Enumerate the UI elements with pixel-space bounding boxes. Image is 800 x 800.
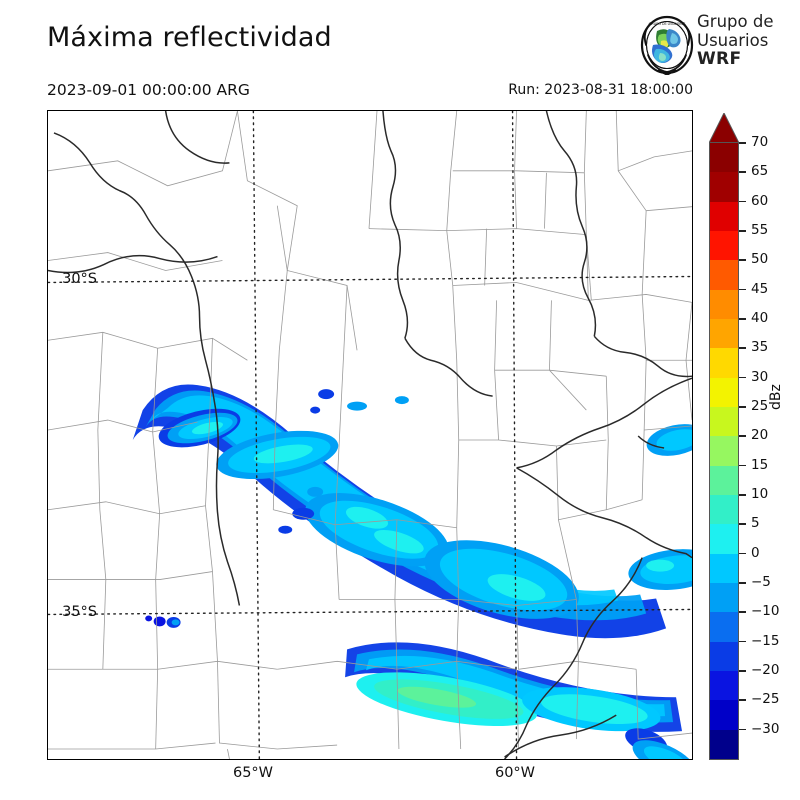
colorbar-segment (710, 260, 738, 290)
lat-tick-30S: 30°S (62, 271, 97, 287)
colorbar-tick-mark (739, 406, 746, 408)
colorbar-segment (710, 143, 738, 173)
colorbar-tick-mark (739, 699, 746, 701)
colorbar-tick-mark (739, 318, 746, 320)
colorbar-tick-label: 30 (751, 368, 769, 385)
colorbar-segment (710, 641, 738, 671)
run-time-label: Run: 2023-08-31 18:00:00 (508, 82, 693, 98)
colorbar-tick-mark (739, 523, 746, 525)
colorbar-segment (710, 406, 738, 437)
colorbar-tick-mark (739, 435, 746, 437)
colorbar-segment (710, 670, 738, 701)
colorbar-tick-label: 65 (751, 163, 769, 180)
colorbar-tick-mark (739, 347, 746, 349)
colorbar-tick-mark (739, 230, 746, 232)
graticule-lon-60W (511, 111, 518, 759)
colorbar-tick-mark (739, 376, 746, 379)
logo-line-1: Grupo de (697, 12, 774, 31)
colorbar[interactable] (708, 111, 740, 761)
colorbar-segment (710, 612, 738, 642)
svg-text:GRUPO DE USUARIOS: GRUPO DE USUARIOS (649, 22, 686, 26)
colorbar-segment (710, 582, 738, 613)
map-frame[interactable] (47, 110, 693, 760)
globe-emblem-icon: GRUPO DE USUARIOS (639, 15, 695, 76)
country-borders (48, 111, 692, 759)
colorbar-tick-label: 70 (751, 134, 769, 150)
colorbar-segment (710, 377, 738, 407)
colorbar-tick-label: −15 (751, 632, 780, 649)
logo-line-2: Usuarios (697, 31, 769, 50)
colorbar-segment (710, 289, 738, 319)
logo-text-block: Grupo de Usuarios WRF (697, 12, 773, 69)
colorbar-tick-label: 45 (751, 280, 769, 297)
colorbar-segment (710, 318, 738, 349)
colorbar-tick-mark (739, 494, 746, 496)
colorbar-tick-mark (739, 728, 746, 731)
colorbar-segment (710, 729, 738, 759)
colorbar-segment (710, 494, 738, 525)
colorbar-segment (710, 348, 738, 378)
colorbar-tick-mark (739, 288, 746, 291)
colorbar-tick-label: 15 (751, 456, 769, 473)
logo-line-3: WRF (697, 49, 742, 69)
colorbar-tick-mark (739, 171, 746, 173)
graticule-lat-30S (48, 275, 692, 284)
colorbar-axis-label: dBz (768, 384, 784, 410)
colorbar-segment (710, 553, 738, 583)
colorbar-segment (710, 201, 738, 231)
colorbar-tick-mark (739, 640, 746, 643)
colorbar-segment (710, 524, 738, 554)
colorbar-tick-label: 10 (751, 486, 769, 502)
colorbar-tick-mark (739, 582, 746, 584)
lon-tick-60W: 60°W (494, 765, 536, 781)
colorbar-tick-mark (739, 259, 746, 261)
graticule (48, 111, 692, 759)
colorbar-tick-label: 40 (751, 310, 769, 326)
colorbar-tick-mark (739, 200, 746, 203)
graticule-lon-65W (252, 111, 261, 759)
province-boundaries (48, 111, 692, 759)
colorbar-tick-label: 50 (751, 251, 769, 268)
colorbar-segment (710, 700, 738, 730)
colorbar-tick-mark (739, 670, 746, 672)
colorbar-tick-label: −30 (751, 720, 780, 737)
colorbar-tick-label: −20 (751, 662, 780, 678)
colorbar-segment (710, 230, 738, 261)
colorbar-tick-mark (739, 552, 746, 555)
colorbar-tick-label: 60 (751, 192, 769, 209)
reflectivity-field (132, 384, 692, 759)
colorbar-segment (710, 436, 738, 466)
colorbar-segment (710, 465, 738, 495)
page-title: Máxima reflectividad (47, 22, 332, 53)
colorbar-tick-label: 5 (751, 515, 760, 532)
lon-tick-65W: 65°W (232, 765, 274, 781)
colorbar-tick-label: 0 (751, 544, 760, 561)
graticule-lat-35S (48, 608, 692, 616)
valid-time-label: 2023-09-01 00:00:00 ARG (47, 81, 250, 99)
colorbar-tick-label: 20 (751, 427, 769, 444)
map-canvas[interactable] (48, 111, 692, 759)
colorbar-tick-mark (739, 142, 746, 144)
colorbar-ticks: 70 65 60 55 50 45 40 35 30 25 20 15 10 5 0 −5 −10 −15 −20−… (739, 113, 799, 773)
colorbar-tick-label: 35 (751, 339, 769, 356)
colorbar-gradient (709, 142, 739, 760)
lat-tick-35S: 35°S (62, 604, 97, 620)
colorbar-tick-label: 25 (751, 398, 769, 414)
colorbar-tick-label: −25 (751, 691, 780, 708)
colorbar-tick-label: −5 (751, 574, 771, 590)
colorbar-tick-mark (739, 464, 746, 467)
colorbar-segment (710, 172, 738, 202)
colorbar-tick-label: 55 (751, 222, 769, 238)
colorbar-tick-label: −10 (751, 603, 780, 620)
colorbar-tick-mark (739, 611, 746, 613)
colorbar-extend-arrow (708, 111, 740, 144)
wrf-user-group-logo: GRUPO DE USUARIOS Grupo de Usuarios WRF (639, 12, 797, 77)
